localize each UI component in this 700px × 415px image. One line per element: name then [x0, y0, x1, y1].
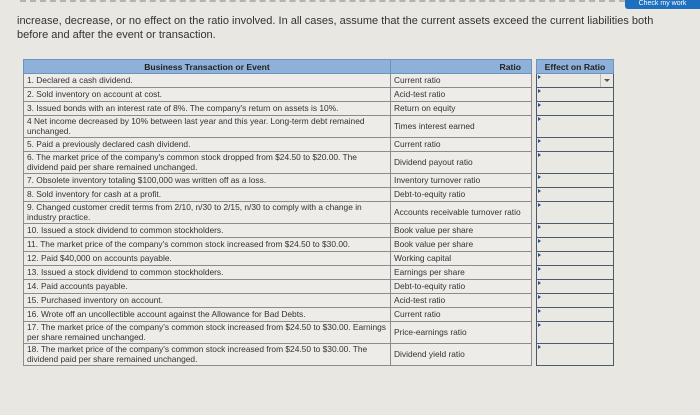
table-row: 2. Sold inventory on account at cost. Aci…: [23, 87, 614, 102]
table-row: 7. Obsolete inventory totaling $100,000 …: [23, 173, 614, 188]
effect-dropdown[interactable]: [536, 73, 614, 88]
table-row: 1. Declared a cash dividend. Current rati…: [23, 73, 614, 88]
table-header-row: Business Transaction or Event Ratio Effe…: [23, 59, 614, 74]
event-cell: 10. Issued a stock dividend to common st…: [23, 223, 391, 238]
ratio-cell: Book value per share: [390, 237, 532, 252]
event-cell: 14. Paid accounts payable.: [23, 279, 391, 294]
ratio-cell: Inventory turnover ratio: [390, 173, 532, 188]
effect-dropdown[interactable]: [536, 343, 614, 366]
field-marker-icon: [538, 189, 541, 193]
effect-dropdown[interactable]: [536, 137, 614, 152]
ratio-cell: Current ratio: [390, 137, 532, 152]
effect-dropdown[interactable]: [536, 237, 614, 252]
table-row: 12. Paid $40,000 on accounts payable. Wor…: [23, 251, 614, 266]
cut-off-instruction-line: [20, 0, 645, 6]
event-cell: 6. The market price of the company's com…: [23, 151, 391, 174]
table-row: 3. Issued bonds with an interest rate of…: [23, 101, 614, 116]
table-row: 15. Purchased inventory on account. Acid-…: [23, 293, 614, 308]
ratio-cell: Dividend yield ratio: [390, 343, 532, 366]
event-cell: 18. The market price of the company's co…: [23, 343, 391, 366]
ratio-cell: Return on equity: [390, 101, 532, 116]
effect-dropdown[interactable]: [536, 223, 614, 238]
event-cell: 12. Paid $40,000 on accounts payable.: [23, 251, 391, 266]
ratio-cell: Working capital: [390, 251, 532, 266]
header-effect: Effect on Ratio: [536, 59, 614, 74]
event-cell: 5. Paid a previously declared cash divid…: [23, 137, 391, 152]
event-cell: 8. Sold inventory for cash at a profit.: [23, 187, 391, 202]
field-marker-icon: [538, 175, 541, 179]
effect-dropdown[interactable]: [536, 173, 614, 188]
event-cell: 17. The market price of the company's co…: [23, 321, 391, 344]
field-marker-icon: [538, 153, 541, 157]
ratio-cell: Book value per share: [390, 223, 532, 238]
ratio-cell: Current ratio: [390, 307, 532, 322]
check-my-work-button[interactable]: Check my work: [625, 0, 700, 9]
chevron-down-icon[interactable]: [600, 74, 613, 87]
effect-dropdown[interactable]: [536, 265, 614, 280]
event-cell: 3. Issued bonds with an interest rate of…: [23, 101, 391, 116]
table-row: 13. Issued a stock dividend to common st…: [23, 265, 614, 280]
effect-dropdown[interactable]: [536, 187, 614, 202]
event-cell: 15. Purchased inventory on account.: [23, 293, 391, 308]
event-cell: 7. Obsolete inventory totaling $100,000 …: [23, 173, 391, 188]
field-marker-icon: [538, 117, 541, 121]
effect-dropdown[interactable]: [536, 115, 614, 138]
event-cell: 11. The market price of the company's co…: [23, 237, 391, 252]
field-marker-icon: [538, 345, 541, 349]
table-row: 9. Changed customer credit terms from 2/…: [23, 201, 614, 224]
effect-dropdown[interactable]: [536, 101, 614, 116]
ratio-cell: Acid-test ratio: [390, 293, 532, 308]
header-ratio: Ratio: [390, 59, 532, 74]
table-row: 16. Wrote off an uncollectible account a…: [23, 307, 614, 322]
field-marker-icon: [538, 89, 541, 93]
field-marker-icon: [538, 253, 541, 257]
ratio-cell: Dividend payout ratio: [390, 151, 532, 174]
effect-dropdown[interactable]: [536, 293, 614, 308]
event-cell: 4 Net income decreased by 10% between la…: [23, 115, 391, 138]
table-row: 5. Paid a previously declared cash divid…: [23, 137, 614, 152]
event-cell: 9. Changed customer credit terms from 2/…: [23, 201, 391, 224]
field-marker-icon: [538, 281, 541, 285]
field-marker-icon: [538, 75, 541, 79]
field-marker-icon: [538, 239, 541, 243]
field-marker-icon: [538, 295, 541, 299]
table-row: 6. The market price of the company's com…: [23, 151, 614, 174]
ratio-effects-table: Business Transaction or Event Ratio Effe…: [23, 59, 614, 366]
ratio-cell: Price-earnings ratio: [390, 321, 532, 344]
effect-dropdown[interactable]: [536, 307, 614, 322]
field-marker-icon: [538, 309, 541, 313]
table-row: 14. Paid accounts payable. Debt-to-equity…: [23, 279, 614, 294]
ratio-cell: Earnings per share: [390, 265, 532, 280]
table-row: 11. The market price of the company's co…: [23, 237, 614, 252]
effect-dropdown[interactable]: [536, 279, 614, 294]
ratio-cell: Debt-to-equity ratio: [390, 279, 532, 294]
instructions-text: increase, decrease, or no effect on the …: [17, 15, 654, 41]
event-cell: 1. Declared a cash dividend.: [23, 73, 391, 88]
event-cell: 13. Issued a stock dividend to common st…: [23, 265, 391, 280]
field-marker-icon: [538, 267, 541, 271]
field-marker-icon: [538, 103, 541, 107]
ratio-cell: Accounts receivable turnover ratio: [390, 201, 532, 224]
ratio-cell: Debt-to-equity ratio: [390, 187, 532, 202]
effect-dropdown[interactable]: [536, 87, 614, 102]
field-marker-icon: [538, 323, 541, 327]
effect-dropdown[interactable]: [536, 201, 614, 224]
event-cell: 16. Wrote off an uncollectible account a…: [23, 307, 391, 322]
effect-dropdown[interactable]: [536, 251, 614, 266]
ratio-cell: Times interest earned: [390, 115, 532, 138]
header-event: Business Transaction or Event: [23, 59, 391, 74]
table-row: 8. Sold inventory for cash at a profit. D…: [23, 187, 614, 202]
field-marker-icon: [538, 203, 541, 207]
ratio-cell: Acid-test ratio: [390, 87, 532, 102]
effect-dropdown[interactable]: [536, 321, 614, 344]
event-cell: 2. Sold inventory on account at cost.: [23, 87, 391, 102]
field-marker-icon: [538, 225, 541, 229]
effect-dropdown[interactable]: [536, 151, 614, 174]
table-row: 17. The market price of the company's co…: [23, 321, 614, 344]
table-row: 18. The market price of the company's co…: [23, 343, 614, 366]
ratio-cell: Current ratio: [390, 73, 532, 88]
table-row: 10. Issued a stock dividend to common st…: [23, 223, 614, 238]
table-row: 4 Net income decreased by 10% between la…: [23, 115, 614, 138]
field-marker-icon: [538, 139, 541, 143]
